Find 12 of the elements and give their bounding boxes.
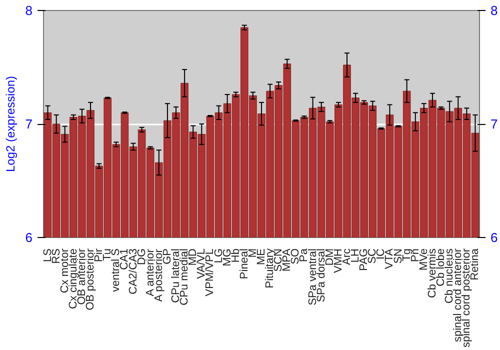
y-axis-title: Log2 (expression) [3,76,18,172]
x-tick-label: RS [50,248,62,264]
x-tick-label: Retina [469,248,482,280]
y2-tick-label: 8 [490,3,498,18]
y2-tick-label: 7 [490,116,498,132]
y2-tick-label: 6 [490,230,498,245]
x-tick-label: A posterior [152,248,165,302]
y-tick-label: 6 [25,230,33,245]
y-tick-label: 8 [25,3,33,18]
x-tick-label: OB posterior [84,248,97,310]
y-tick-label: 7 [25,116,33,132]
x-tick-label: Tg [400,248,413,262]
